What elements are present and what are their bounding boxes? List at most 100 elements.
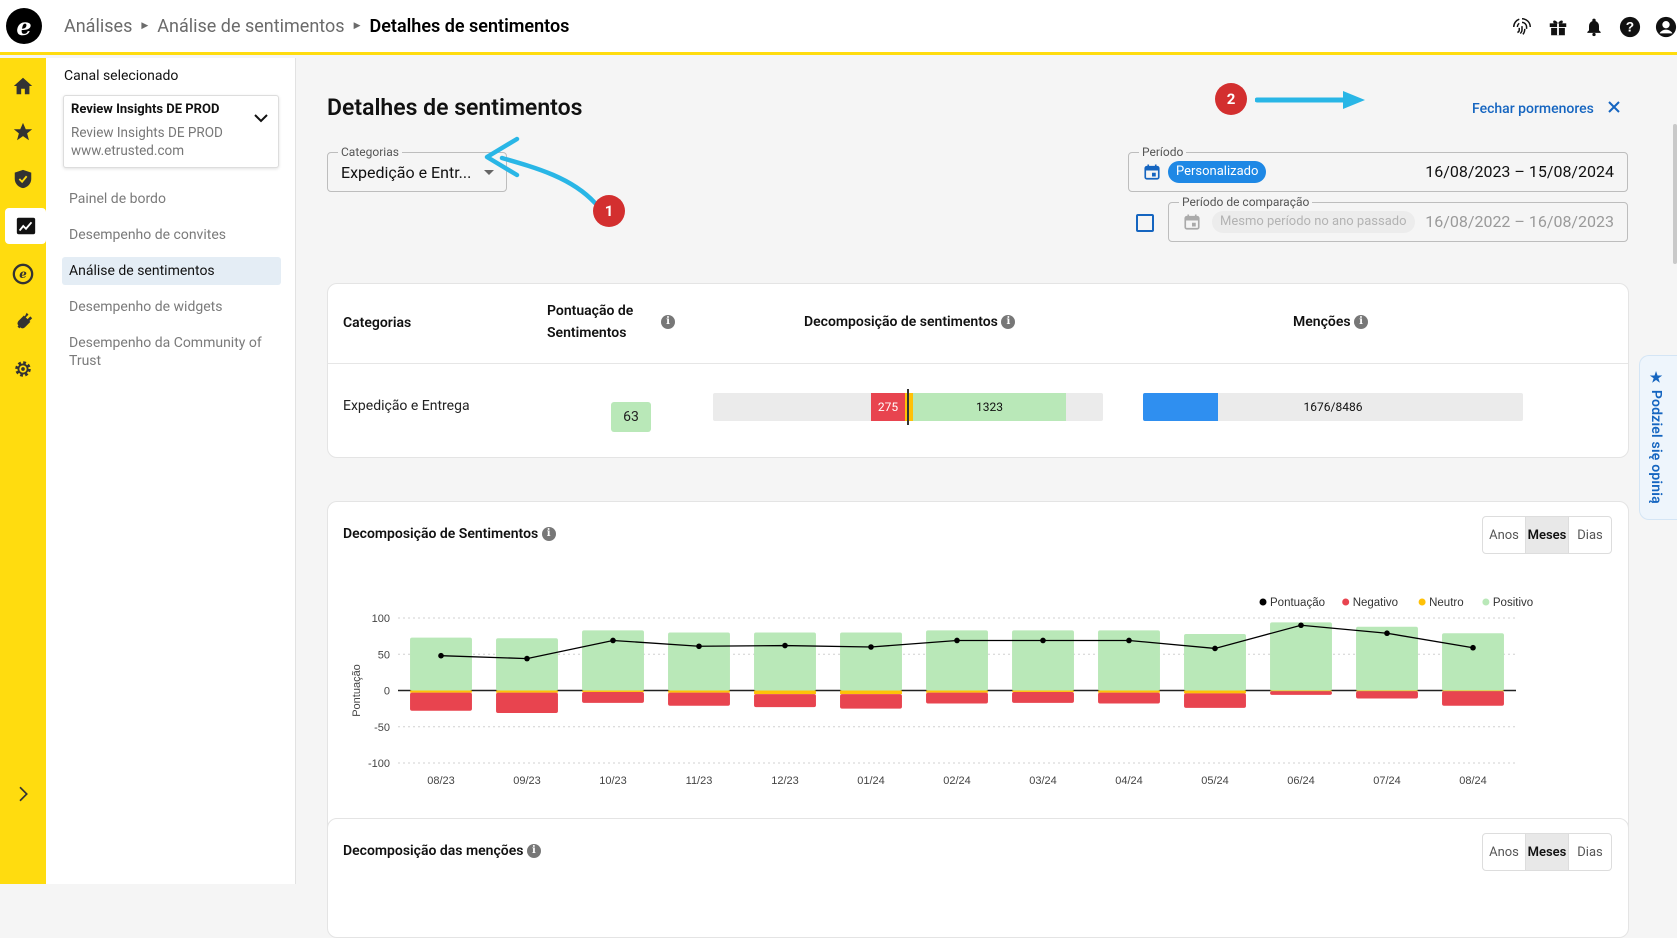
calendar-icon [1143, 163, 1161, 185]
mentions-count: 1676/8486 [1303, 400, 1363, 414]
calendar-icon [1183, 213, 1201, 235]
nav-item-widget-performance[interactable]: Desempenho de widgets [69, 299, 223, 315]
close-details-link[interactable]: Fechar pormenores [1472, 101, 1620, 117]
score-point [1470, 644, 1476, 651]
comparison-checkbox[interactable] [1136, 214, 1154, 232]
bell-icon[interactable] [1582, 15, 1605, 38]
channel-selector[interactable]: Review Insights DE PROD Review Insights … [63, 95, 279, 168]
toggle-days[interactable]: Dias [1577, 844, 1603, 860]
nav-item-sentiment-analysis[interactable]: Análise de sentimentos [62, 257, 281, 285]
x-tick-label: 05/24 [1201, 775, 1229, 787]
gift-icon[interactable] [1546, 15, 1569, 38]
shield-check-icon[interactable] [5, 161, 41, 197]
neutral-bar [754, 690, 816, 695]
toggle-days[interactable]: Dias [1577, 527, 1603, 543]
x-tick-label: 08/24 [1459, 775, 1487, 787]
score-point [868, 644, 874, 650]
plug-icon[interactable] [5, 303, 41, 339]
main-content: Detalhes de sentimentos Categorias Exped… [297, 58, 1677, 938]
sub-nav-list: Painel de bordo Desempenho de convites A… [62, 185, 281, 383]
fingerprint-icon[interactable] [1510, 15, 1533, 38]
score-badge: 63 [611, 402, 651, 432]
breadcrumb-analyses[interactable]: Análises [64, 15, 133, 37]
positive-segment: 1323 [913, 393, 1066, 421]
negative-bar [1012, 691, 1074, 703]
star-icon[interactable] [5, 114, 41, 150]
scrollbar[interactable] [1673, 124, 1677, 264]
x-tick-label: 09/23 [513, 775, 541, 787]
granularity-toggle: Anos Meses Dias [1482, 516, 1612, 554]
comparison-period-picker[interactable]: Período de comparação Mesmo período no a… [1168, 195, 1628, 242]
neutral-bar [410, 690, 472, 693]
toggle-months[interactable]: Meses [1526, 517, 1569, 553]
positive-bar [1184, 633, 1246, 691]
header-breakdown: Decomposição de sentimentos [804, 314, 998, 330]
x-tick-label: 11/23 [686, 775, 713, 787]
negative-bar [840, 694, 902, 709]
toggle-years[interactable]: Anos [1483, 517, 1526, 553]
top-bar: e Análises ▶ Análise de sentimentos ▶ De… [0, 0, 1677, 55]
score-point [1212, 645, 1218, 652]
negative-segment: 275 [871, 393, 905, 421]
toggle-years[interactable]: Anos [1483, 834, 1526, 870]
legend-label: Negativo [1353, 597, 1398, 609]
info-icon[interactable]: i [661, 315, 675, 329]
x-tick-label: 04/24 [1115, 775, 1143, 787]
header-score: Pontuação de Sentimentos [547, 300, 633, 344]
close-details-label: Fechar pormenores [1472, 101, 1594, 117]
score-point [1040, 637, 1046, 644]
category-table: Categorias Pontuação de Sentimentos i De… [327, 283, 1629, 458]
top-icons: ? [1510, 15, 1677, 38]
sentiment-breakdown-card: Decomposição de Sentimentos i Anos Meses… [327, 501, 1629, 858]
period-picker[interactable]: Período Personalizado 16/08/2023 – 15/08… [1128, 145, 1628, 192]
neutral-bar [582, 690, 644, 692]
analytics-icon[interactable] [5, 208, 46, 244]
categories-legend: Categorias [338, 145, 402, 159]
nav-item-dashboard[interactable]: Painel de bordo [69, 191, 166, 207]
nav-item-invite-performance[interactable]: Desempenho de convites [69, 227, 226, 243]
info-icon[interactable]: i [526, 844, 541, 859]
x-tick-label: 08/23 [427, 775, 455, 787]
negative-bar [496, 692, 558, 713]
categories-select[interactable]: Categorias Expedição e Entr... [327, 145, 507, 192]
legend-marker [1418, 598, 1426, 606]
breadcrumb-sentiment-analysis[interactable]: Análise de sentimentos [157, 15, 345, 37]
row-category: Expedição e Entrega [343, 398, 470, 414]
etrusted-logo[interactable]: e [6, 8, 42, 44]
y-axis-label: Pontuação [351, 664, 363, 717]
score-point [954, 637, 960, 644]
account-icon[interactable] [1654, 15, 1677, 38]
negative-bar [1184, 693, 1246, 708]
zero-marker [907, 389, 909, 425]
info-icon[interactable]: i [1354, 315, 1369, 330]
feedback-tab[interactable]: ★ Podziel się opinią [1639, 355, 1677, 520]
positive-bar [410, 637, 472, 691]
score-point [1384, 630, 1390, 637]
help-icon[interactable]: ? [1618, 15, 1641, 38]
y-tick-label: 0 [384, 686, 390, 698]
info-icon[interactable]: i [541, 527, 556, 542]
neutral-segment [905, 393, 913, 421]
legend-marker [1482, 598, 1490, 606]
mentions-title-wrap: Decomposição das menções i [343, 843, 541, 859]
close-icon [1608, 101, 1620, 117]
positive-bar [1356, 626, 1418, 691]
negative-bar [410, 692, 472, 711]
nav-item-community-of-trust[interactable]: Desempenho da Community of Trust [69, 335, 262, 369]
icon-rail: e [0, 58, 46, 884]
positive-bar [496, 638, 558, 691]
neutral-bar [1356, 690, 1418, 692]
dropdown-arrow-icon [484, 170, 494, 175]
info-icon[interactable]: i [1001, 315, 1016, 330]
y-tick-label: -50 [374, 722, 390, 734]
expand-chevron-icon[interactable] [5, 776, 41, 812]
etrusted-circle-icon[interactable]: e [5, 256, 41, 292]
home-icon[interactable] [5, 68, 41, 104]
score-point [1298, 622, 1304, 629]
toggle-months[interactable]: Meses [1526, 834, 1569, 870]
negative-bar [668, 692, 730, 706]
settings-gear-icon[interactable] [5, 351, 41, 387]
comparison-preset-pill: Mesmo período no ano passado [1212, 211, 1415, 233]
score-point [696, 643, 702, 650]
x-tick-label: 01/24 [857, 775, 885, 787]
